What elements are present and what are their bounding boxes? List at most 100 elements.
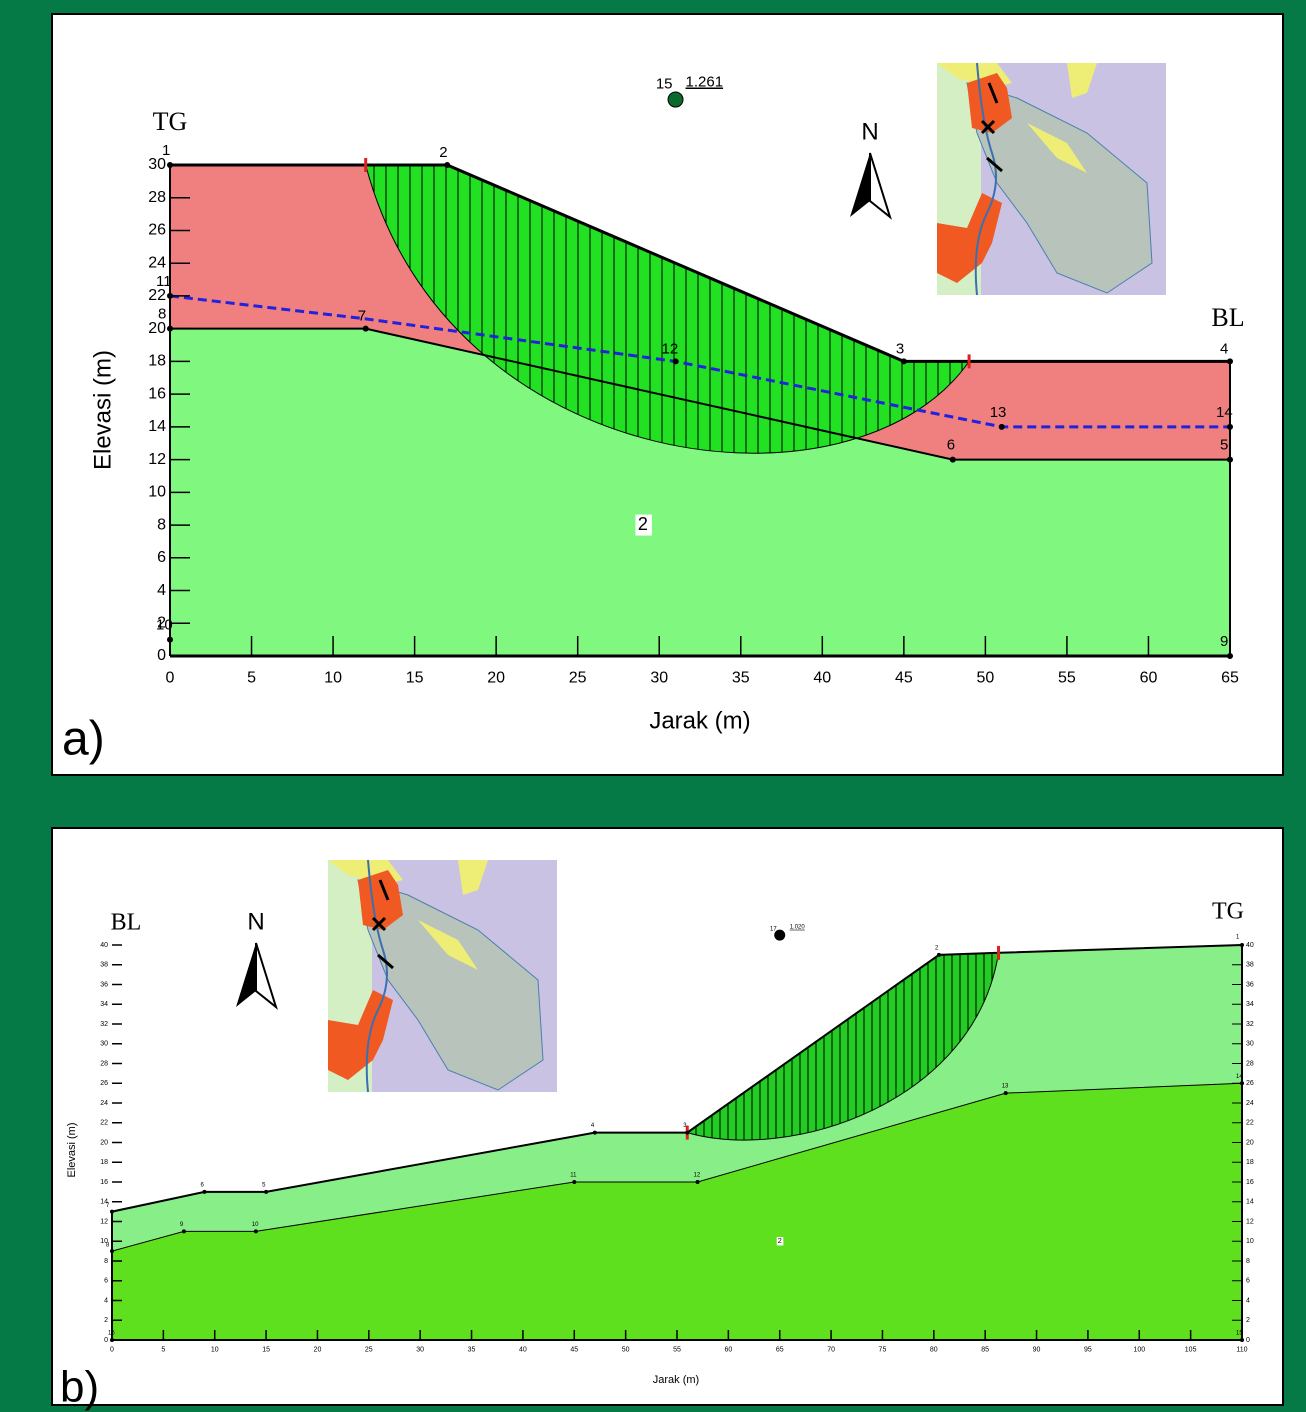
north-arrow [850,153,870,217]
slip-center [774,929,786,941]
point-marker [110,1209,114,1214]
x-tick-label: 100 [1133,1347,1145,1354]
y-tick-label: 20 [148,320,166,337]
point-label: 11 [570,1173,577,1179]
point-marker [695,1180,700,1184]
point-marker [167,636,173,643]
x-tick-label: 110 [1236,1347,1247,1354]
x-axis-title: Jarak (m) [653,1374,699,1386]
x-tick-label: 95 [1084,1347,1092,1354]
map-yellow [328,860,488,970]
y-tick-label: 2 [157,614,166,631]
map-section [986,82,1003,173]
y-tick-label: 30 [148,156,166,173]
y-tick-label: 26 [148,222,166,239]
y-tick-label: 32 [100,1021,108,1028]
point-marker [110,1249,114,1254]
x-tick-label: 5 [247,670,256,687]
x-tick-label: 65 [776,1347,784,1354]
map-river [365,859,388,1093]
y-tick-label: 22 [148,287,166,304]
x-tick-label: 40 [519,1347,527,1354]
y-tick-label: 0 [157,647,166,664]
x-tick-label: 10 [324,670,342,687]
point-marker [900,358,907,365]
point-marker [167,162,173,168]
x-tick-label: 65 [1221,670,1239,687]
x-axis-title: Jarak (m) [649,707,750,734]
point-label: 13 [1002,1084,1009,1090]
side-label-right: TG [1212,899,1244,925]
map-orange [328,870,403,1080]
lower-layer [112,1083,1242,1340]
point-label: 12 [662,340,679,357]
point-label: 5 [262,1182,266,1188]
y-tick-label: 24 [148,254,166,271]
point-label: 5 [1220,437,1228,454]
map-cross [980,119,996,135]
y-tick-label: 16 [100,1179,108,1186]
x-tick-label: 10 [211,1347,219,1354]
map-section [377,879,394,970]
point-label: 13 [990,404,1007,421]
north-label: N [861,118,878,145]
x-tick-label: 60 [724,1347,732,1354]
y-tick-label: 10 [100,1238,108,1245]
point-label: 3 [896,340,904,357]
y-tick-label-right: 18 [1246,1159,1254,1166]
point-label: 4 [591,1123,595,1129]
point-marker [1003,1091,1008,1096]
point-label: 16 [108,1331,115,1337]
x-tick-label: 85 [981,1347,989,1354]
x-tick-label: 20 [487,670,505,687]
y-tick-label: 14 [100,1199,108,1206]
map-river [974,62,997,296]
x-tick-label: 55 [673,1347,681,1354]
map-cross [371,916,387,932]
y-tick-label: 40 [100,942,108,949]
point-label: 7 [358,308,366,325]
factor-of-safety: 1.020 [790,925,806,931]
y-tick-label: 6 [104,1278,108,1285]
y-tick-label-right: 0 [1246,1337,1250,1344]
factor-of-safety: 1.261 [686,74,724,91]
point-marker [1227,423,1233,430]
x-tick-label: 45 [570,1347,578,1354]
panel-label: a) [62,713,105,766]
x-tick-label: 60 [1140,670,1158,687]
point-marker [362,325,369,332]
point-marker [1227,456,1233,463]
y-tick-label-right: 14 [1246,1199,1254,1206]
side-label-left: BL [111,910,142,936]
point-label: 2 [439,144,447,161]
point-marker [264,1189,269,1194]
ground-surface [111,944,1243,1213]
point-marker [181,1229,186,1234]
point-marker [672,358,679,365]
x-tick-label: 80 [930,1347,938,1354]
slip-center [667,91,684,108]
x-tick-label: 25 [569,670,587,687]
y-tick-label: 28 [100,1060,108,1067]
x-tick-label: 30 [650,670,668,687]
x-tick-label: 50 [976,670,994,687]
point-marker [110,1338,114,1342]
y-tick-label-right: 10 [1246,1238,1254,1245]
y-tick-label: 12 [100,1218,108,1225]
point-label: 11 [156,273,172,290]
y-tick-label: 4 [104,1297,108,1304]
north-arrow [236,943,256,1007]
point-label: 15 [1236,1331,1243,1337]
y-tick-label: 24 [100,1100,108,1107]
x-tick-label: 40 [813,670,831,687]
y-tick-label-right: 40 [1246,942,1254,949]
fos-point-label: 17 [770,927,777,933]
x-tick-label: 90 [1033,1347,1041,1354]
y-tick-label: 2 [104,1317,108,1324]
y-tick-label: 16 [148,385,166,402]
point-marker [1227,358,1233,365]
x-tick-label: 35 [732,670,750,687]
lower-layer [170,328,1230,656]
y-tick-label-right: 20 [1246,1139,1254,1146]
ground-surface [170,163,1230,363]
